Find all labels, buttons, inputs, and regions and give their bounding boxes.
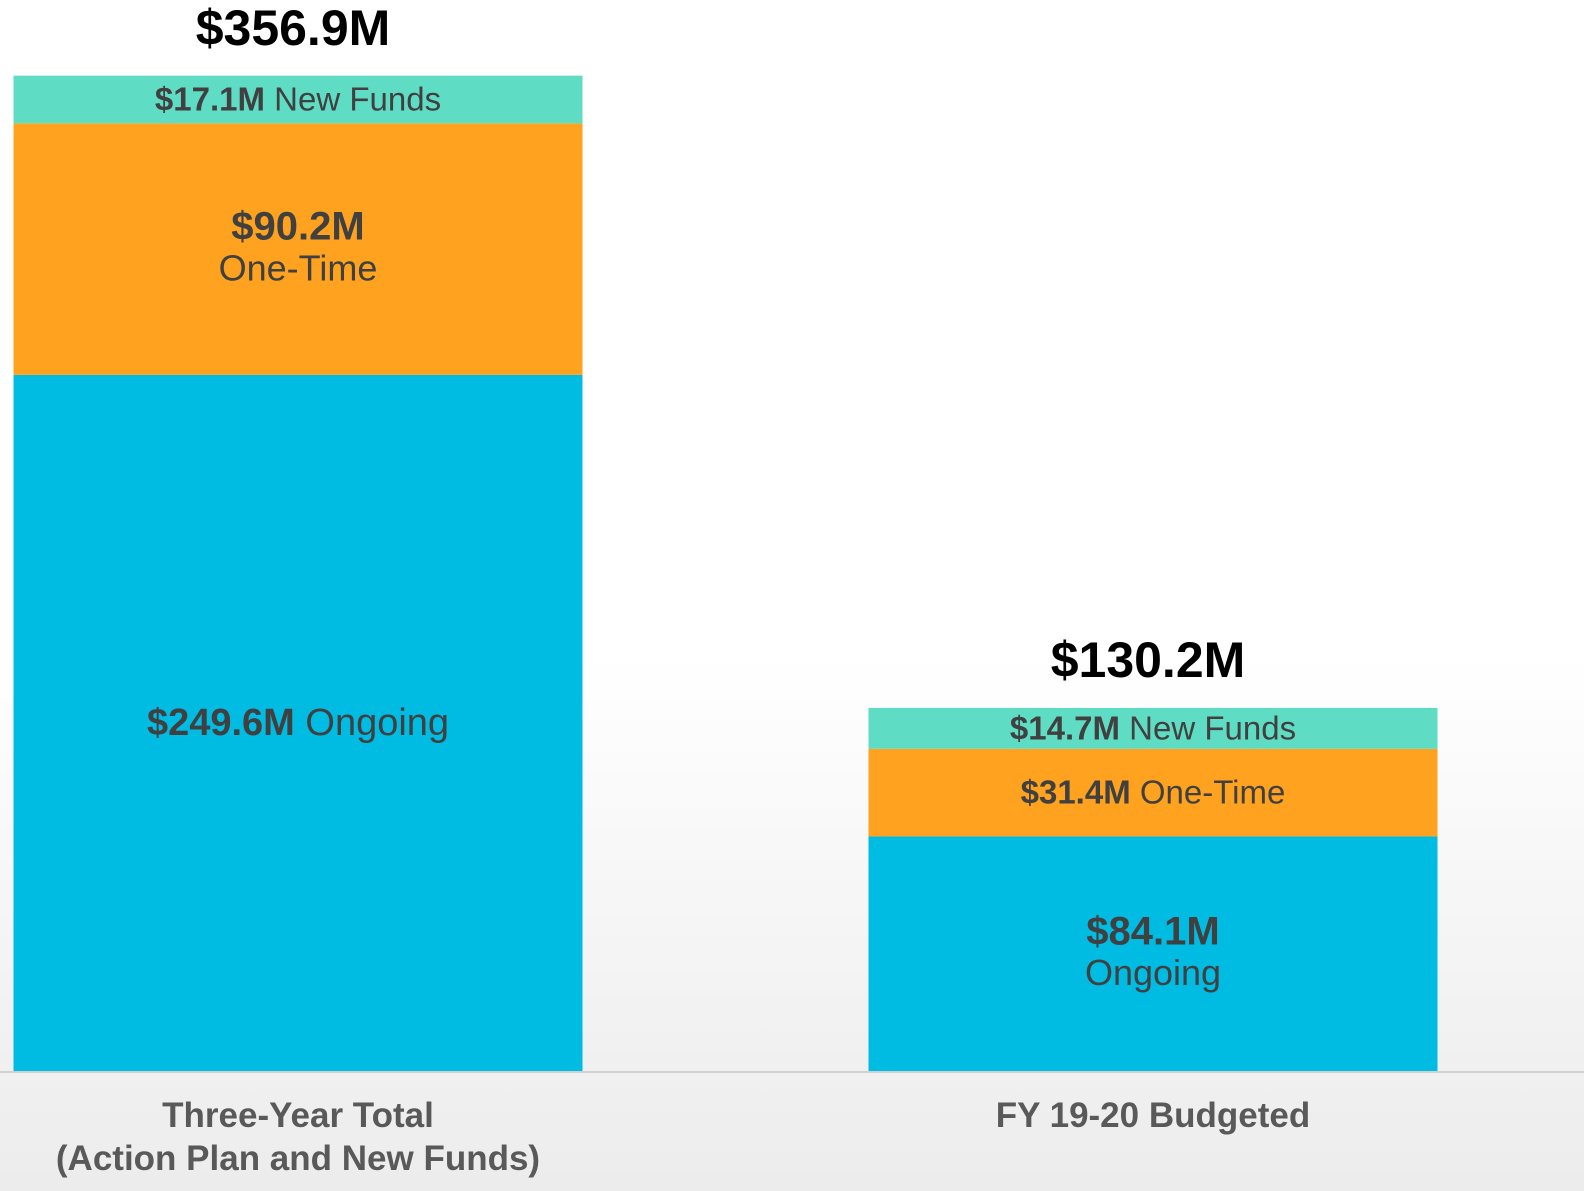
series-label: One-Time bbox=[219, 248, 378, 289]
value-label: $14.7M bbox=[1010, 709, 1120, 746]
value-label: $249.6M bbox=[147, 702, 295, 744]
segment-label: $17.1M New Funds bbox=[155, 80, 441, 117]
x-tick-label: FY 19-20 Budgeted bbox=[803, 1094, 1503, 1137]
series-label: One-Time bbox=[1140, 773, 1285, 810]
segment-label: $249.6M Ongoing bbox=[147, 702, 449, 744]
series-label: Ongoing bbox=[305, 702, 449, 744]
segment-label: $31.4M One-Time bbox=[1021, 773, 1286, 810]
value-label: $90.2M bbox=[231, 205, 364, 249]
value-label: $17.1M bbox=[155, 80, 265, 117]
series-label: New Funds bbox=[274, 80, 441, 117]
plot: $249.6M Ongoing$90.2MOne-Time$17.1M New … bbox=[0, 0, 1584, 1191]
total-label: $130.2M bbox=[1051, 632, 1246, 688]
segment-label: $14.7M New Funds bbox=[1010, 709, 1296, 746]
chart: $249.6M Ongoing$90.2MOne-Time$17.1M New … bbox=[0, 0, 1584, 1191]
value-label: $31.4M bbox=[1021, 773, 1131, 810]
value-label: $84.1M bbox=[1086, 909, 1219, 953]
series-label: Ongoing bbox=[1085, 952, 1221, 993]
total-label: $356.9M bbox=[196, 0, 391, 56]
x-tick-label: Three-Year Total (Action Plan and New Fu… bbox=[0, 1094, 648, 1180]
series-label: New Funds bbox=[1129, 709, 1296, 746]
